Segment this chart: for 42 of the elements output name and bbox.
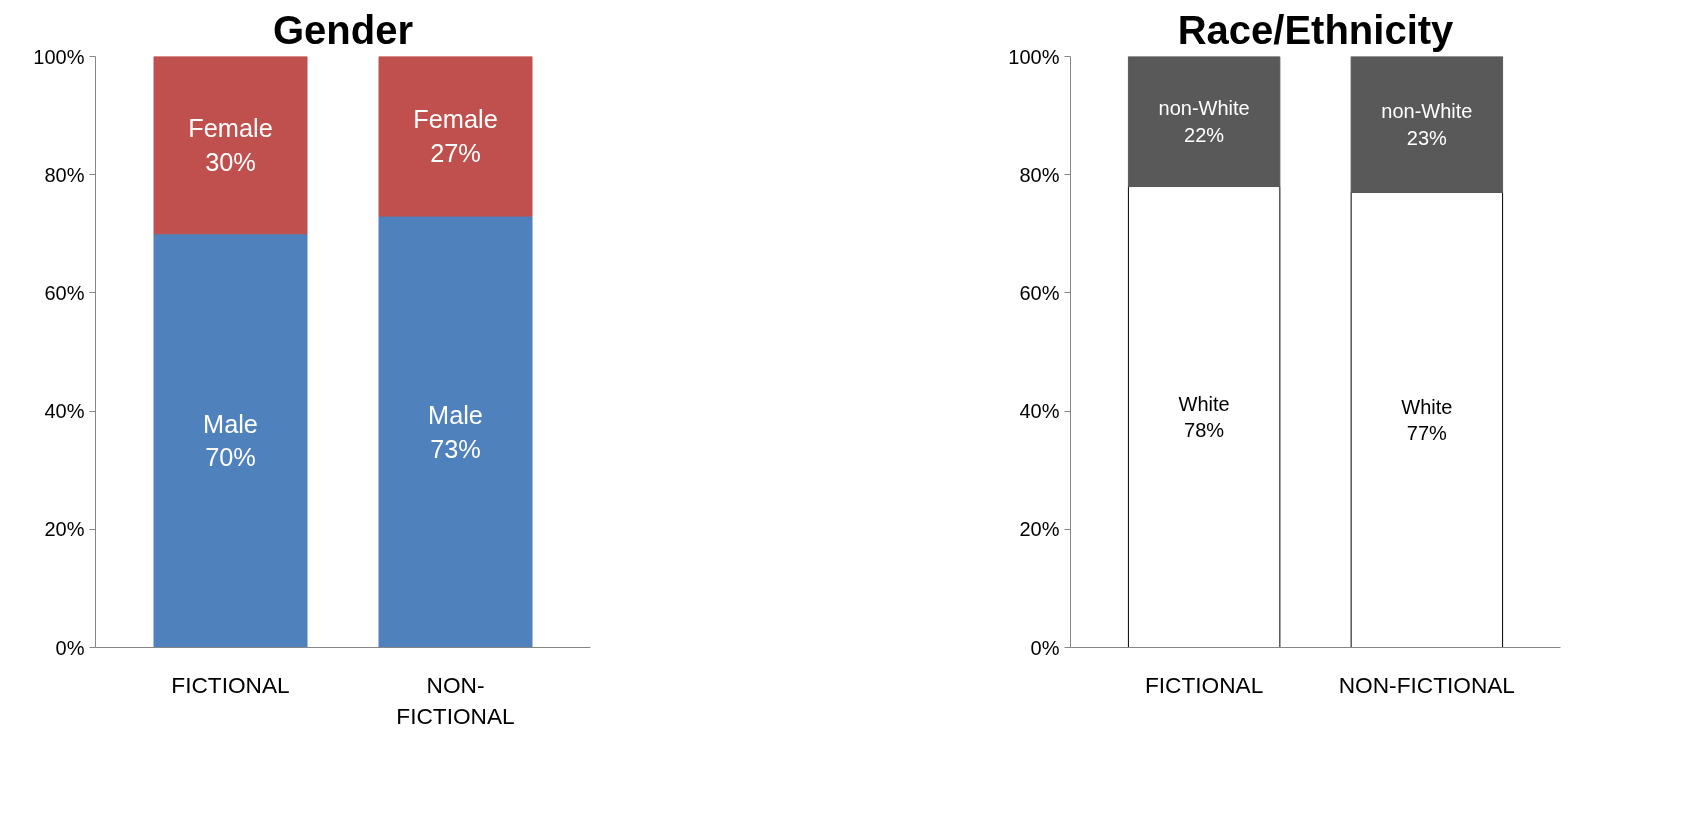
series-label: non-White: [1158, 97, 1250, 120]
y-tick-label: 80%: [44, 163, 85, 186]
data-label: 70%: [205, 443, 256, 472]
series-label: White: [1178, 392, 1230, 415]
text: White: [1401, 395, 1453, 418]
data-label: 22%: [1184, 123, 1225, 146]
y-tick-label: 20%: [44, 518, 85, 541]
y-tick-label: 60%: [44, 281, 85, 304]
x-tick-label: NON-FICTIONAL: [396, 671, 515, 729]
y-tick-label: 20%: [1019, 518, 1060, 541]
series-label: Male: [203, 409, 258, 438]
data-label: 30%: [205, 147, 256, 176]
bar: [1350, 191, 1504, 648]
y-tick-label: 100%: [1008, 45, 1060, 68]
y-tick-label: 80%: [1019, 163, 1060, 186]
bar: [378, 215, 533, 648]
chart-title: Race/Ethnicity: [1177, 7, 1455, 52]
series-label: Female: [188, 114, 273, 143]
x-tick-label: NON-FICTIONAL: [1338, 671, 1515, 698]
bar: [1350, 56, 1504, 193]
x-tick-label: FICTIONAL: [171, 671, 290, 698]
x-tick-label: FICTIONAL: [1144, 671, 1264, 698]
text: Male: [428, 400, 483, 429]
bar: [153, 233, 308, 648]
bar: [153, 56, 308, 235]
y-tick-label: 40%: [1019, 400, 1060, 423]
text: Female: [413, 105, 498, 134]
y-tick-label: 0%: [1030, 636, 1060, 659]
y-tick-label: 40%: [44, 400, 85, 423]
y-tick-label: 0%: [55, 636, 85, 659]
bar: [378, 56, 533, 217]
bar: [1127, 186, 1281, 648]
y-tick-label: 100%: [33, 45, 85, 68]
chart-title: Gender: [272, 7, 414, 52]
data-label: 27%: [430, 139, 481, 168]
data-label: 73%: [430, 434, 481, 463]
bar: [1127, 56, 1281, 188]
text: non-White: [1381, 100, 1473, 123]
data-label: 23%: [1406, 126, 1448, 149]
y-tick-label: 60%: [1019, 281, 1060, 304]
data-label: 78%: [1184, 419, 1225, 442]
data-label: 77%: [1406, 422, 1448, 445]
